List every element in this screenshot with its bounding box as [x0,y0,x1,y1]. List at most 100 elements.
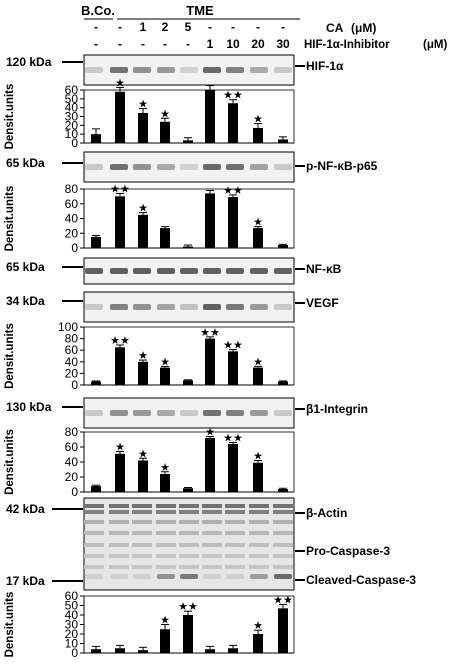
blot-band [250,268,268,274]
significance-marker: ★ [160,462,170,474]
blot-band [109,531,129,535]
bar [91,486,101,492]
bar [228,103,238,143]
blot-band [202,504,222,508]
blot-band [179,520,199,524]
y-tick-label: 50 [65,599,79,613]
blot-band [273,510,293,514]
blot-band [273,504,293,508]
y-tick-label: 50 [65,92,79,106]
inhibitor-dose-cell: 1 [207,37,214,51]
blot-band [156,543,176,547]
inhibitor-dose-cell: - [118,37,122,51]
blot-band [273,520,293,524]
blot-band [226,67,244,73]
significance-marker: ★ [253,217,263,229]
blot-target-label: Pro-Caspase-3 [306,544,390,558]
inhibitor-dose-cell: 20 [251,37,265,51]
blot-band [179,543,199,547]
blot-band [250,164,268,170]
bar [160,474,170,492]
bar [278,608,288,653]
blot-band [84,554,104,558]
treatment-header: B.Co. TME - - 1 2 5 - - - - - - - - - 1 10 20 30 CA (μM)… [81,3,447,51]
blot-band [202,543,222,547]
significance-marker: ★★ [110,335,130,347]
blot-band [84,504,104,508]
blot-band [156,520,176,524]
blot-band [109,565,129,569]
blot-band [250,304,268,310]
group-label-tme: TME [186,3,214,18]
blot-band [85,574,103,579]
blot-target-label: Cleaved-Caspase-3 [306,573,416,587]
blot-band [225,554,245,558]
blot-band [157,410,175,416]
blot-band [85,268,103,274]
size-marker-label: 65 kDa [6,156,45,170]
blot-band [225,510,245,514]
blot-band [133,268,151,274]
significance-marker: ★★ [110,183,130,195]
blot-band [85,67,103,73]
blot-band [84,531,104,535]
inhibitor-dose-cell: - [94,37,98,51]
blot-band [180,268,198,274]
significance-marker: ★ [253,451,263,463]
blot-band [156,565,176,569]
blot-band [250,410,268,416]
y-tick-label: 60 [65,343,79,357]
blot-band [157,574,175,579]
y-tick-label: 10 [65,637,79,651]
bar [278,381,288,385]
blot-band [110,410,128,416]
significance-marker: ★ [160,108,170,120]
significance-marker: ★ [138,99,148,111]
blot-band [274,164,292,170]
blot-band [203,164,221,170]
bar [253,367,263,385]
blot-band [110,268,128,274]
blot-band [226,268,244,274]
blot-band [273,554,293,558]
blot-band [226,410,244,416]
y-tick-label: 40 [65,101,79,115]
blot-band [273,565,293,569]
y-tick-label: 60 [65,83,79,97]
ca-row-label: CA [326,21,344,35]
blot-band [202,510,222,514]
blot-band [225,565,245,569]
blot-band [179,554,199,558]
bar [205,90,215,143]
y-axis-label: Densit.units [4,592,16,658]
blot-band [109,554,129,558]
blot-band [156,531,176,535]
blot-band [85,410,103,416]
blot-band [202,520,222,524]
inhibitor-dose-cell: - [141,37,145,51]
y-tick-label: 40 [65,608,79,622]
bar [183,615,193,653]
blot-band [132,520,152,524]
bar [115,453,125,492]
size-marker-label: 34 kDa [6,294,45,308]
blot-band [84,565,104,569]
blot-band [157,164,175,170]
bar [91,134,101,143]
blot-band [203,574,221,579]
significance-marker: ★ [115,442,125,454]
inhibitor-row-label: HIF-1α-Inhibitor [304,39,390,51]
bar [205,438,215,492]
y-axis-label: Densit.units [4,186,16,252]
blot-band [132,531,152,535]
blot-band [249,554,269,558]
blot-band [274,268,292,274]
bar [115,347,125,385]
blot-band [274,574,292,579]
blot-band [132,554,152,558]
blot-band [249,510,269,514]
